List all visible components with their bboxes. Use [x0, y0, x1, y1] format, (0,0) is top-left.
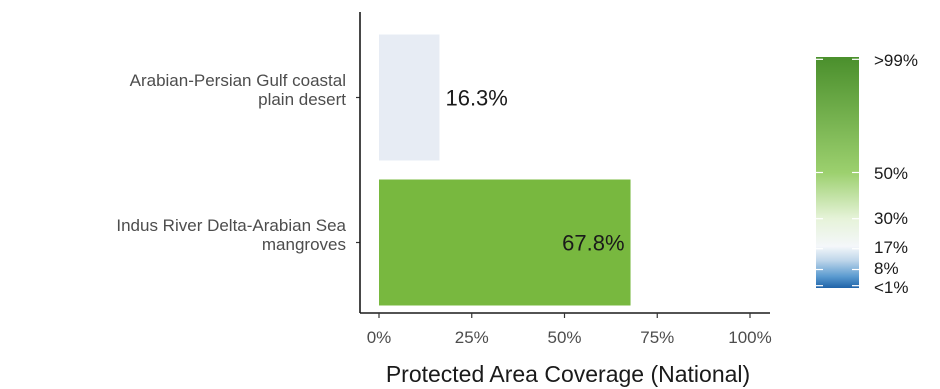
x-axis-title: Protected Area Coverage (National)	[386, 361, 750, 387]
colorbar-label: 30%	[874, 209, 908, 228]
bar	[379, 179, 631, 306]
colorbar-label: <1%	[874, 278, 909, 297]
colorbar-legend: >99% 50% 30% 17% 8%<1%	[816, 51, 918, 297]
plot-area: 16.3% 67.8%	[379, 34, 631, 306]
colorbar-label: >99%	[874, 51, 918, 70]
colorbar-label: 17%	[874, 238, 908, 257]
x-axis: 0% 25% 50% 75% 100%	[360, 312, 772, 347]
colorbar-label: 50%	[874, 164, 908, 183]
category-label: Indus River Delta-Arabian Sea mangroves	[116, 216, 346, 254]
x-tick-label: 100%	[728, 328, 771, 347]
x-tick-label: 0%	[367, 328, 392, 347]
data-label: 67.8%	[562, 231, 624, 256]
colorbar	[816, 57, 859, 288]
colorbar-label: 8%	[874, 259, 899, 278]
y-axis: Arabian-Persian Gulf coastal plain desert…	[116, 12, 361, 313]
category-label: Arabian-Persian Gulf coastal plain desert	[130, 71, 347, 109]
data-label: 16.3%	[445, 86, 507, 111]
x-tick-label: 75%	[640, 328, 674, 347]
x-tick-label: 25%	[455, 328, 489, 347]
bar	[379, 34, 440, 161]
x-tick-label: 50%	[547, 328, 581, 347]
